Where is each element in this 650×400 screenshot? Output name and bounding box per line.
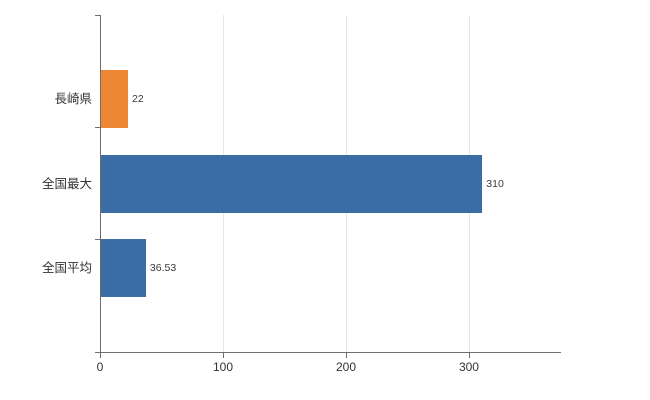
- category-label: 全国平均: [41, 260, 92, 275]
- category-label: 長崎県: [54, 92, 92, 107]
- x-axis-tick-label: 100: [212, 360, 233, 374]
- y-axis-tick-mark: [95, 126, 100, 128]
- y-axis-tick-mark: [95, 239, 100, 241]
- x-axis-tick-mark: [345, 353, 347, 358]
- bar-2: [101, 238, 146, 297]
- y-axis-tick-mark: [95, 351, 100, 353]
- plot-area: 22 310 36.53: [100, 15, 561, 353]
- bar-0: [101, 70, 129, 129]
- category-label: 全国最大: [41, 176, 92, 191]
- bar-value-label: 22: [132, 93, 144, 106]
- x-axis-tick-mark: [222, 353, 224, 358]
- x-axis-tick-label: 200: [335, 360, 356, 374]
- x-axis-tick-label: 300: [458, 360, 479, 374]
- bar-1: [101, 154, 483, 213]
- x-axis-tick-mark: [100, 353, 101, 358]
- y-axis-tick-mark: [95, 14, 100, 16]
- x-axis-tick-mark: [468, 353, 470, 358]
- x-axis-tick-label: 0: [96, 360, 104, 374]
- bar-value-label: 310: [486, 177, 504, 190]
- bar-value-label: 36.53: [149, 261, 177, 274]
